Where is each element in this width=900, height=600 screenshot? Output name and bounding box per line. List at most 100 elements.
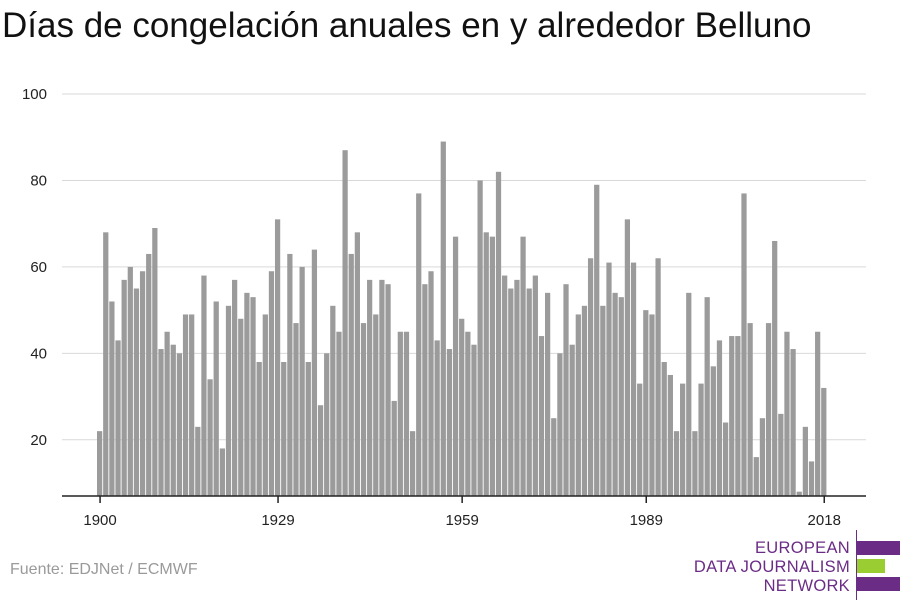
logo-line-1: EUROPEAN [754,539,850,557]
bar-1972 [538,336,545,496]
bar-1985 [618,297,624,496]
bar-1944 [367,279,373,496]
bar-2006 [747,323,753,496]
bar-1965 [495,171,502,496]
bar-1998 [698,383,704,496]
bar-1992 [661,362,667,496]
bar-1942 [354,232,360,496]
y-tick-label-40: 40 [30,345,47,362]
bar-1939 [336,331,342,496]
bar-1917 [201,275,207,496]
bar-1906 [133,288,140,496]
bar-1938 [330,305,336,496]
bar-1911 [164,331,170,496]
bar-1982 [600,305,606,496]
bar-1920 [219,448,225,496]
logo-bar-top [857,541,900,555]
bar-1989 [643,310,649,496]
bar-1940 [342,150,348,496]
logo-bar-bottom [857,577,900,591]
bar-1990 [649,314,655,496]
bar-1905 [127,266,133,496]
bar-1909 [152,228,158,496]
bar-2012 [784,331,790,496]
bar-1997 [692,431,698,496]
bar-1903 [115,340,121,496]
bars [97,141,827,497]
bar-1968 [514,279,520,496]
bar-2010 [772,240,778,496]
bar-2017 [815,331,821,496]
bar-2014 [796,491,802,496]
bar-1986 [624,219,631,496]
bar-1929 [274,219,281,496]
y-axis-labels: 20 40 60 80 100 [22,86,47,449]
bar-1975 [557,353,563,496]
bar-1901 [103,232,109,496]
bar-2011 [778,413,784,496]
bar-1919 [213,301,219,496]
y-tick-label-80: 80 [30,172,47,189]
bar-1933 [299,266,305,496]
bar-1949 [397,331,403,496]
bar-2016 [808,461,815,496]
bar-1955 [434,340,440,496]
bar-1945 [373,314,379,496]
edjnet-logo: EUROPEAN DATA JOURNALISM NETWORK [694,530,900,600]
bar-1974 [551,418,557,496]
bar-1928 [268,271,275,496]
x-axis-ticks: 1900 1929 1959 1989 2018 [83,496,841,529]
bar-1941 [348,253,354,496]
bar-1953 [422,284,428,496]
bar-1947 [385,284,391,496]
bar-1910 [158,349,164,496]
bar-1925 [250,297,256,496]
bar-1936 [317,405,324,496]
source-note: Fuente: EDJNet / ECMWF [10,561,198,578]
bar-1926 [256,362,262,496]
bar-1969 [520,236,526,496]
bar-1961 [471,344,477,496]
bar-1916 [195,426,201,496]
bar-1981 [594,184,600,496]
bar-1907 [139,271,146,496]
bar-1932 [293,323,299,496]
bar-1983 [606,262,612,496]
bar-2008 [759,418,766,496]
bar-1973 [545,292,551,496]
bar-1946 [379,279,385,496]
x-tick-label-1989: 1989 [630,512,663,529]
logo-line-3: NETWORK [763,577,850,595]
bar-1934 [305,362,311,496]
bar-2003 [729,336,735,496]
bar-1954 [428,271,434,496]
bar-1987 [630,262,637,496]
bar-1908 [146,253,152,496]
bar-1950 [403,331,410,496]
x-tick-label-2018: 2018 [808,512,841,529]
bar-1924 [244,292,250,496]
bar-1956 [440,141,446,497]
bar-1984 [612,292,618,496]
bar-2004 [735,336,741,496]
bar-1915 [189,314,195,496]
bar-1904 [121,279,127,496]
bar-1935 [311,249,318,496]
chart-title: Días de congelación anuales en y alreded… [2,6,812,45]
bar-1900 [97,431,103,496]
bar-1914 [182,314,189,496]
y-tick-label-60: 60 [30,259,47,276]
bar-1960 [465,331,471,496]
bar-1913 [176,353,183,496]
logo-bar-middle [857,559,885,573]
bar-1923 [238,318,244,496]
bar-1951 [409,431,416,496]
bar-2005 [741,193,747,497]
bar-1991 [655,258,661,496]
bar-1970 [526,288,532,496]
bar-1996 [686,292,692,496]
bar-1963 [483,232,489,496]
bar-2002 [722,422,729,496]
bar-1958 [452,236,459,496]
